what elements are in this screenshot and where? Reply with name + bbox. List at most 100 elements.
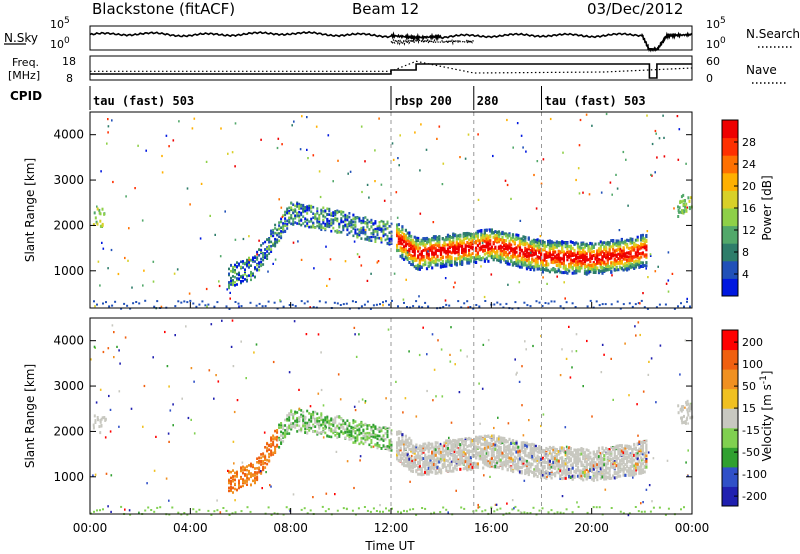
scatter-cell [508, 448, 511, 452]
scatter-cell [397, 231, 400, 235]
scatter-cell [397, 249, 400, 252]
scatter-cell [205, 160, 208, 163]
scatter-cell [408, 261, 411, 264]
scatter-cell [476, 439, 479, 442]
scatter-cell [436, 263, 439, 267]
scatter-cell [548, 449, 551, 453]
scatter-cell [368, 228, 371, 231]
scatter-cell [531, 241, 534, 245]
scatter-cell [324, 301, 327, 304]
scatter-cell [422, 449, 425, 453]
scatter-cell [682, 199, 685, 203]
scatter-cell [445, 303, 448, 306]
scatter-cell [622, 268, 625, 272]
scatter-cell [633, 264, 636, 268]
scatter-cell [638, 259, 641, 263]
scatter-cell [590, 477, 594, 481]
scatter-cell [647, 276, 649, 279]
scatter-cell [566, 271, 569, 275]
scatter-cell [589, 247, 592, 251]
scatter-cell [452, 246, 455, 250]
scatter-cell [536, 468, 539, 472]
scatter-cell [256, 253, 258, 256]
scatter-cell [573, 448, 576, 452]
scatter-cell [450, 444, 453, 448]
scatter-cell [561, 477, 564, 480]
scatter-cell [352, 234, 355, 238]
scatter-cell [564, 468, 567, 472]
scatter-cell [434, 453, 437, 457]
scatter-cell [101, 224, 104, 228]
scatter-cell [443, 462, 446, 466]
scatter-cell [276, 228, 279, 232]
scatter-cell [515, 441, 518, 445]
scatter-cell [461, 454, 464, 458]
noise-series-n-sky [89, 30, 693, 53]
scatter-cell [214, 233, 216, 236]
scatter-cell [568, 467, 571, 471]
scatter-cell [589, 299, 592, 302]
scatter-cell [508, 234, 511, 238]
scatter-cell [554, 245, 557, 249]
scatter-cell [596, 472, 599, 475]
scatter-cell [384, 227, 387, 231]
scatter-cell [597, 252, 601, 256]
scatter-cell [310, 204, 313, 208]
scatter-cell [533, 268, 536, 272]
scatter-cell [404, 244, 407, 248]
scatter-cell [677, 210, 680, 214]
scatter-cell [490, 251, 493, 255]
scatter-cell [620, 468, 623, 472]
scatter-cell [100, 170, 102, 173]
scatter-cell [346, 233, 349, 236]
scatter-cell [619, 465, 622, 469]
scatter-cell [589, 461, 592, 465]
scatter-cell [360, 231, 363, 235]
scatter-cell [424, 448, 427, 452]
scatter-cell [605, 465, 608, 469]
scatter-cell [450, 251, 453, 255]
scatter-cell [488, 228, 491, 231]
scatter-cell [348, 222, 350, 225]
scatter-cell [478, 435, 481, 439]
scatter-cell [619, 474, 622, 478]
scatter-cell [471, 464, 474, 468]
scatter-cell [353, 240, 356, 243]
scatter-cell [417, 462, 420, 465]
scatter-cell [522, 443, 525, 447]
scatter-cell [552, 457, 555, 461]
scatter-cell [612, 265, 615, 269]
scatter-cell [278, 235, 281, 238]
scatter-cell [494, 246, 497, 250]
scatter-cell [445, 264, 448, 268]
scatter-cell [292, 217, 295, 221]
scatter-cell [425, 255, 429, 259]
scatter-cell [478, 229, 481, 233]
scatter-cell [557, 249, 560, 253]
scatter-cell [422, 248, 425, 252]
scatter-cell [480, 257, 483, 261]
scatter-cell [468, 261, 471, 265]
scatter-cell [596, 463, 599, 467]
scatter-cell [280, 226, 283, 229]
scatter-cell [459, 438, 462, 442]
scatter-cell [517, 236, 520, 240]
scatter-cell [571, 477, 574, 481]
scatter-cell [575, 452, 578, 456]
scatter-cell [496, 451, 499, 454]
scatter-cell [408, 441, 411, 445]
scatter-cell [569, 452, 572, 456]
scatter-cell [542, 158, 545, 161]
scatter-cell [242, 276, 244, 279]
scatter-cell [415, 236, 418, 240]
scatter-cell [522, 263, 525, 267]
scatter-cell [524, 469, 527, 472]
scatter-cell [328, 213, 331, 216]
scatter-cell [448, 263, 451, 267]
scatter-cell [513, 250, 516, 254]
scatter-cell [631, 256, 634, 260]
scatter-cell [597, 460, 601, 464]
scatter-cell [522, 459, 525, 463]
scatter-cell [525, 470, 529, 474]
scatter-cell [628, 302, 631, 305]
